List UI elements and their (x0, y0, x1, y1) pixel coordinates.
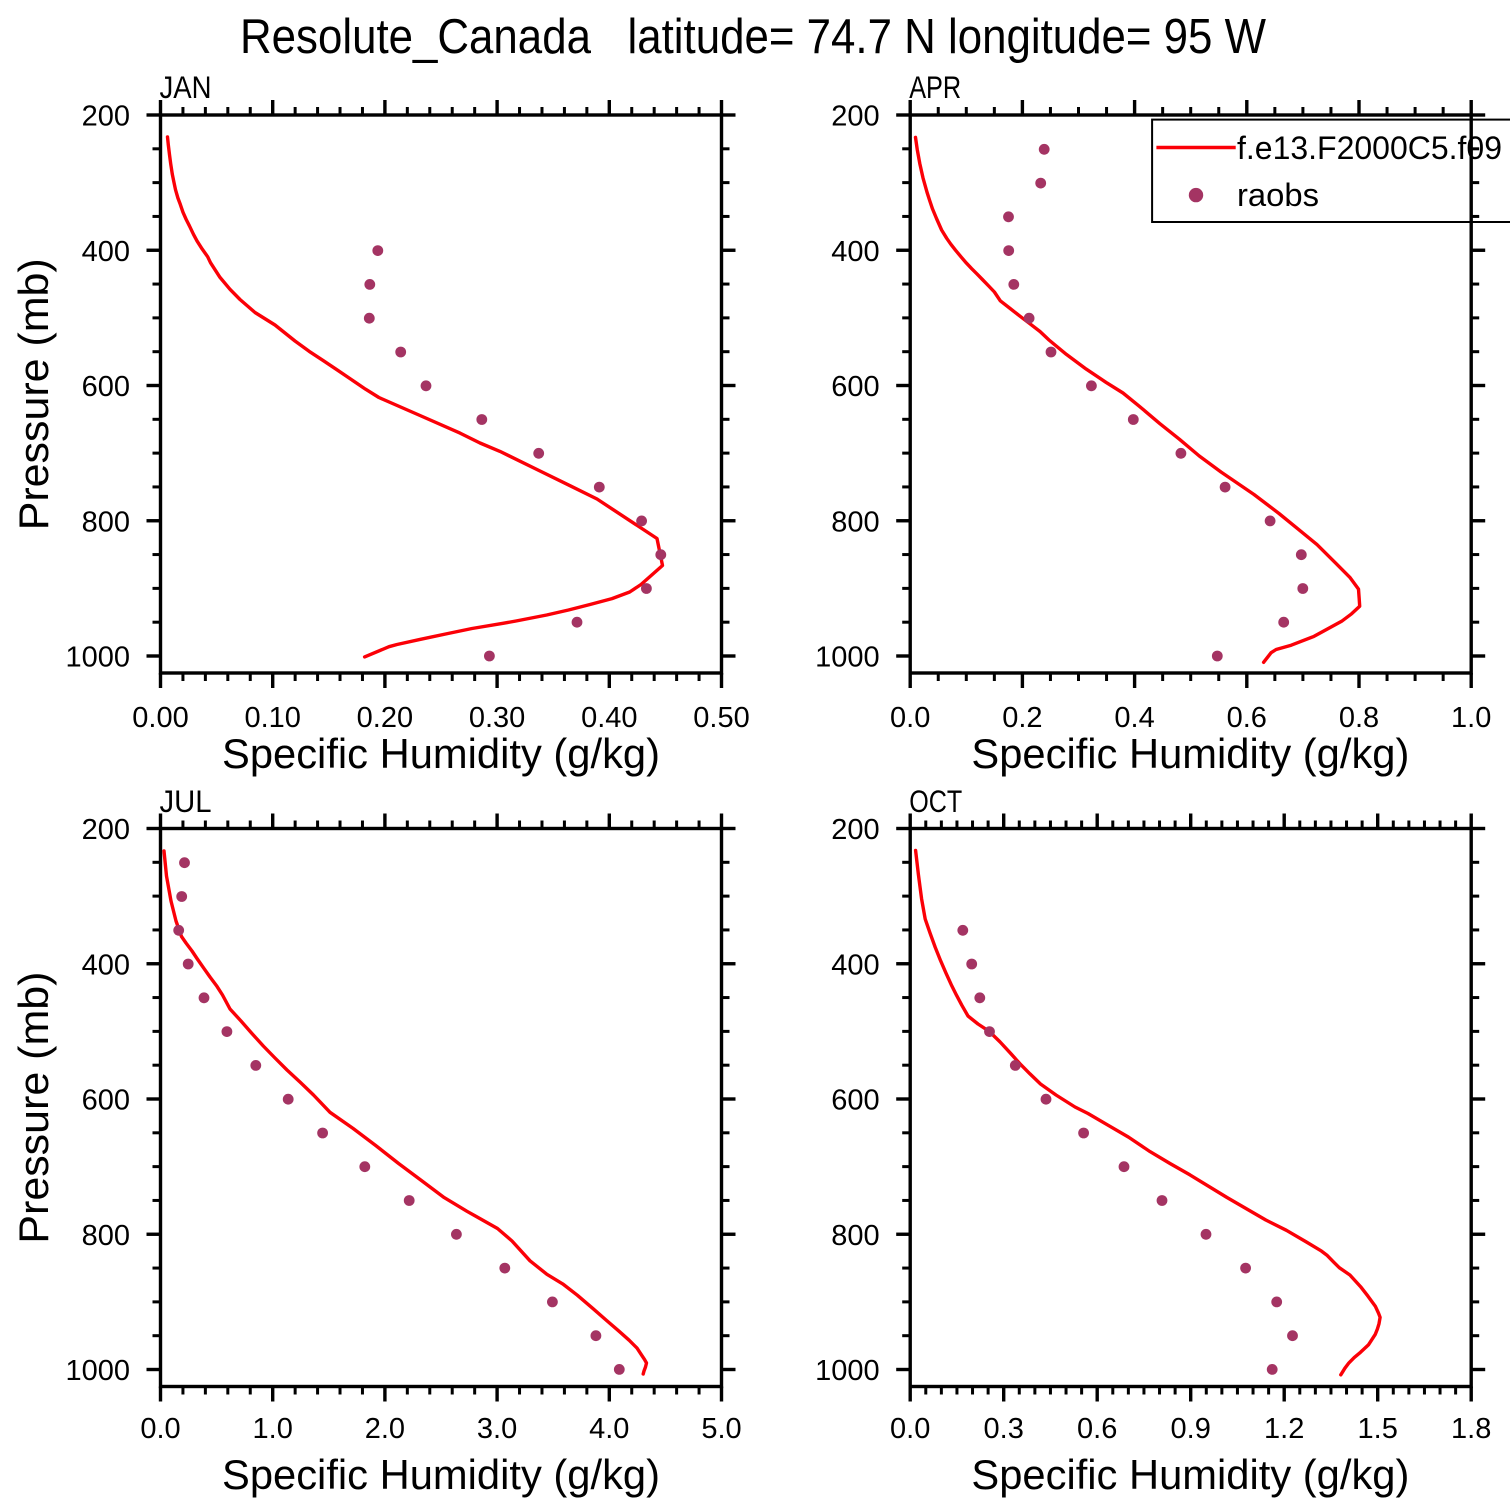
svg-text:Pressure (mb): Pressure (mb) (10, 258, 57, 530)
svg-text:5.0: 5.0 (701, 1413, 741, 1445)
svg-text:1000: 1000 (815, 1355, 880, 1387)
svg-text:600: 600 (82, 1085, 130, 1117)
svg-text:400: 400 (82, 949, 130, 981)
svg-text:0.0: 0.0 (140, 1413, 180, 1445)
svg-text:0.10: 0.10 (244, 702, 300, 734)
svg-text:0.30: 0.30 (469, 702, 525, 734)
svg-text:200: 200 (82, 814, 130, 846)
svg-text:0.0: 0.0 (890, 1413, 930, 1445)
svg-text:400: 400 (831, 236, 879, 268)
svg-text:0.40: 0.40 (581, 702, 637, 734)
svg-text:1.2: 1.2 (1264, 1413, 1304, 1445)
svg-text:Resolute_Canada latitude= 74: Resolute_Canada latitude= 74.7 N longitu… (240, 10, 1267, 64)
svg-text:0.00: 0.00 (132, 702, 188, 734)
svg-text:600: 600 (82, 371, 130, 403)
svg-text:600: 600 (831, 1085, 879, 1117)
svg-text:Specific Humidity (g/kg): Specific Humidity (g/kg) (222, 730, 660, 777)
svg-text:0.3: 0.3 (984, 1413, 1024, 1445)
svg-text:0.0: 0.0 (890, 702, 930, 734)
svg-text:raobs: raobs (1237, 177, 1319, 213)
svg-text:4.0: 4.0 (589, 1413, 629, 1445)
svg-text:1.5: 1.5 (1358, 1413, 1398, 1445)
svg-text:400: 400 (831, 949, 879, 981)
svg-text:200: 200 (831, 814, 879, 846)
svg-text:1000: 1000 (815, 642, 880, 674)
svg-text:0.20: 0.20 (357, 702, 413, 734)
svg-text:0.4: 0.4 (1114, 702, 1154, 734)
svg-text:JAN: JAN (160, 69, 212, 105)
svg-text:f.e13.F2000C5.f09: f.e13.F2000C5.f09 (1237, 130, 1502, 166)
svg-text:Specific Humidity (g/kg): Specific Humidity (g/kg) (971, 1451, 1409, 1498)
svg-text:Specific Humidity (g/kg): Specific Humidity (g/kg) (971, 730, 1409, 777)
svg-text:1.0: 1.0 (253, 1413, 293, 1445)
svg-text:1000: 1000 (65, 1355, 130, 1387)
svg-text:800: 800 (831, 1220, 879, 1252)
svg-text:1.0: 1.0 (1451, 702, 1491, 734)
svg-text:0.8: 0.8 (1339, 702, 1379, 734)
svg-text:Specific Humidity (g/kg): Specific Humidity (g/kg) (222, 1451, 660, 1498)
svg-text:0.50: 0.50 (693, 702, 749, 734)
svg-text:1.8: 1.8 (1451, 1413, 1491, 1445)
svg-text:200: 200 (82, 101, 130, 133)
svg-text:1000: 1000 (65, 642, 130, 674)
svg-text:200: 200 (831, 101, 879, 133)
svg-text:2.0: 2.0 (365, 1413, 405, 1445)
svg-text:OCT: OCT (909, 783, 962, 819)
svg-text:800: 800 (831, 506, 879, 538)
svg-text:3.0: 3.0 (477, 1413, 517, 1445)
svg-text:0.2: 0.2 (1002, 702, 1042, 734)
svg-text:0.6: 0.6 (1227, 702, 1267, 734)
svg-text:Pressure (mb): Pressure (mb) (10, 972, 57, 1244)
svg-text:800: 800 (82, 506, 130, 538)
svg-text:0.6: 0.6 (1077, 1413, 1117, 1445)
svg-text:JUL: JUL (160, 783, 212, 819)
svg-text:APR: APR (909, 69, 961, 105)
svg-text:800: 800 (82, 1220, 130, 1252)
svg-text:600: 600 (831, 371, 879, 403)
svg-text:0.9: 0.9 (1171, 1413, 1211, 1445)
svg-text:400: 400 (82, 236, 130, 268)
